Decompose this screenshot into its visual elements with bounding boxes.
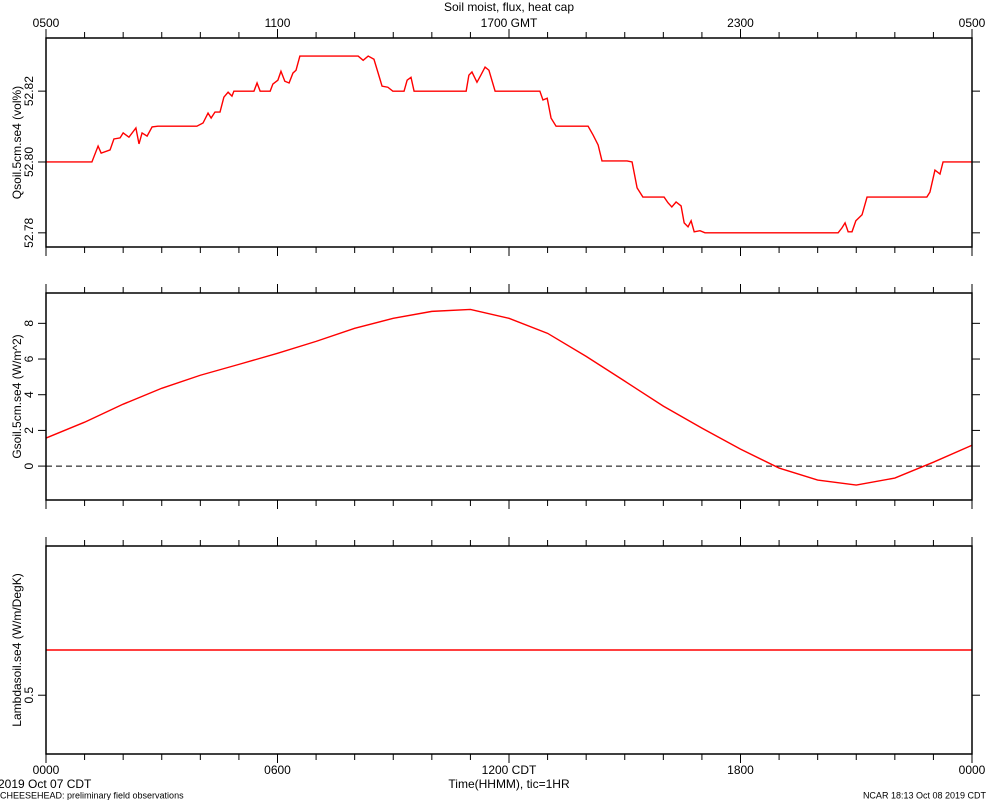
x-axis-label: Time(HHMM), tic=1HR <box>448 777 570 791</box>
y-tick-label: 8 <box>22 320 36 327</box>
plot-frame <box>45 545 973 755</box>
y-tick-label: 52.80 <box>22 147 36 177</box>
x2-tick-label: 1700 GMT <box>481 16 538 30</box>
x-tick-label: 0000 <box>959 763 986 777</box>
x2-tick-label: 2300 <box>727 16 754 30</box>
data-line <box>45 308 973 486</box>
y-axis-label: Lambdasoil.se4 (W/m/DegK) <box>10 573 24 726</box>
plot-frame <box>45 37 973 248</box>
y-tick-label: 6 <box>22 355 36 362</box>
y-tick-label: 52.82 <box>22 76 36 106</box>
date-label: 2019 Oct 07 CDT <box>0 777 92 791</box>
plot-frame <box>45 292 973 501</box>
y-axis-label: Gsoil.5cm.se4 (W/m^2) <box>10 334 24 458</box>
y-tick-label: 52.78 <box>22 217 36 247</box>
y-tick-label: 4 <box>22 391 36 398</box>
x-tick-label: 0600 <box>264 763 291 777</box>
x2-tick-label: 0500 <box>959 16 986 30</box>
y-tick-label: 0.5 <box>22 687 36 704</box>
y-tick-label: 0 <box>22 462 36 469</box>
y-tick-label: 2 <box>22 427 36 434</box>
data-line <box>46 55 972 234</box>
footer-left: CHEESEHEAD: preliminary field observatio… <box>0 790 184 800</box>
x2-tick-label: 1100 <box>265 16 291 30</box>
y-axis-label: Qsoil.5cm.se4 (vol%) <box>10 86 24 199</box>
chart-title: Soil moist, flux, heat cap <box>444 0 574 14</box>
x-tick-label: 1200 CDT <box>482 763 537 777</box>
footer-right: NCAR 18:13 Oct 08 2019 CDT <box>863 790 987 800</box>
x-tick-label: 0000 <box>33 763 60 777</box>
x2-tick-label: 0500 <box>33 16 60 30</box>
x-tick-label: 1800 <box>727 763 754 777</box>
